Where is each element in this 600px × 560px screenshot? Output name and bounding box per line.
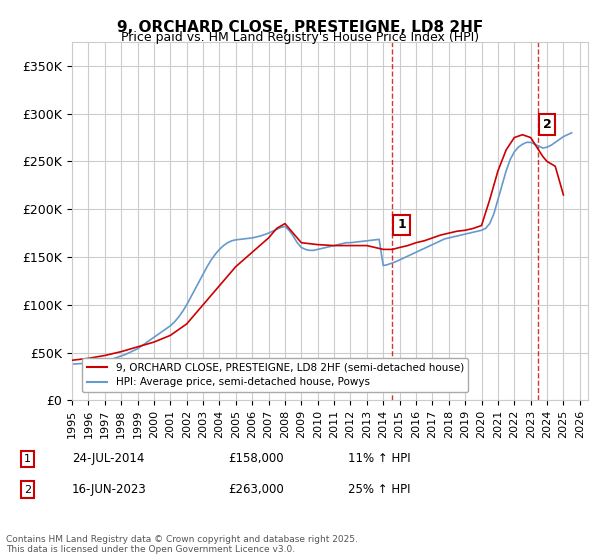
Text: £158,000: £158,000 (228, 452, 284, 465)
Text: 1: 1 (24, 454, 31, 464)
Text: 25% ↑ HPI: 25% ↑ HPI (348, 483, 410, 496)
Text: £263,000: £263,000 (228, 483, 284, 496)
Text: 9, ORCHARD CLOSE, PRESTEIGNE, LD8 2HF: 9, ORCHARD CLOSE, PRESTEIGNE, LD8 2HF (117, 20, 483, 35)
Text: 2: 2 (543, 118, 552, 131)
Text: 16-JUN-2023: 16-JUN-2023 (72, 483, 147, 496)
Text: Contains HM Land Registry data © Crown copyright and database right 2025.
This d: Contains HM Land Registry data © Crown c… (6, 535, 358, 554)
Text: 24-JUL-2014: 24-JUL-2014 (72, 452, 145, 465)
Legend: 9, ORCHARD CLOSE, PRESTEIGNE, LD8 2HF (semi-detached house), HPI: Average price,: 9, ORCHARD CLOSE, PRESTEIGNE, LD8 2HF (s… (82, 358, 468, 391)
Text: 2: 2 (24, 485, 31, 495)
Text: 1: 1 (397, 218, 406, 231)
Text: 11% ↑ HPI: 11% ↑ HPI (348, 452, 410, 465)
Text: Price paid vs. HM Land Registry's House Price Index (HPI): Price paid vs. HM Land Registry's House … (121, 31, 479, 44)
